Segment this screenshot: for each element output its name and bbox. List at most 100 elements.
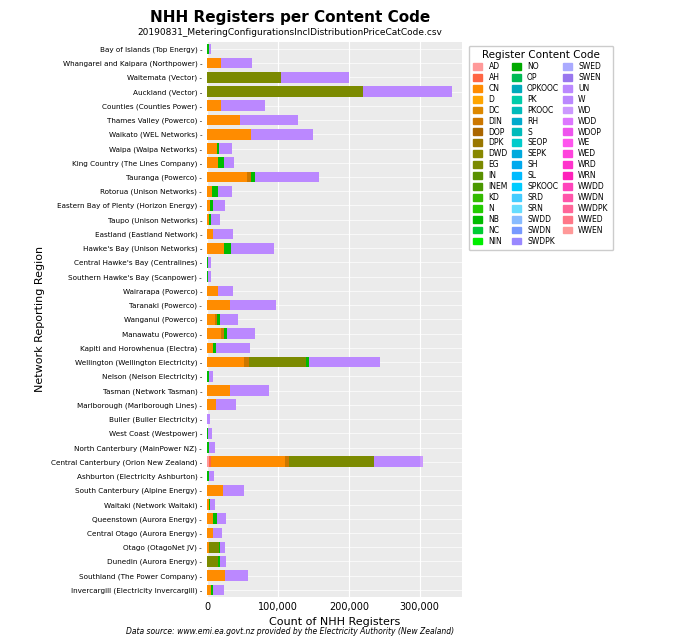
Bar (207, 157, 217, 168)
Bar (207, 357, 244, 367)
Bar (219, 143, 232, 154)
Legend: AD, AH, CN, D, DC, DIN, DOP, DPK, DWD, EG, IN, INEM, KD, N, NB, NC, NIN, NO, OP,: AD, AH, CN, D, DC, DIN, DOP, DPK, DWD, E… (469, 46, 613, 250)
Bar (207, 328, 221, 339)
Bar (218, 186, 232, 196)
Bar (374, 456, 420, 467)
Bar (288, 456, 374, 467)
Text: NHH Registers per Content Code: NHH Registers per Content Code (150, 10, 430, 26)
Bar (223, 485, 244, 496)
Bar (212, 186, 218, 196)
Bar (224, 243, 231, 254)
Bar (207, 171, 248, 182)
Bar (207, 556, 218, 567)
Bar (207, 456, 209, 467)
Bar (207, 570, 226, 581)
Bar (207, 186, 212, 196)
Bar (207, 143, 217, 154)
Bar (251, 171, 255, 182)
Bar (207, 200, 210, 211)
Bar (207, 100, 221, 111)
Bar (230, 300, 276, 311)
Bar (251, 129, 313, 139)
Bar (221, 556, 226, 567)
Bar (216, 399, 236, 410)
Bar (306, 357, 310, 367)
Bar (207, 314, 215, 325)
Text: 20190831_MeteringConfigurationsInclDistributionPriceCatCode.csv: 20190831_MeteringConfigurationsInclDistr… (137, 28, 442, 37)
Bar (420, 456, 422, 467)
Bar (207, 485, 223, 496)
Bar (221, 542, 225, 553)
Bar (207, 371, 209, 382)
Bar (207, 229, 213, 239)
Bar (207, 214, 209, 225)
Bar (226, 570, 248, 581)
Bar (209, 471, 215, 482)
Bar (207, 499, 209, 510)
Bar (224, 157, 235, 168)
Bar (221, 58, 253, 69)
Bar (209, 456, 210, 467)
Bar (209, 371, 213, 382)
Bar (210, 214, 219, 225)
Bar (248, 171, 251, 182)
Bar (207, 343, 213, 353)
Bar (227, 328, 255, 339)
Bar (217, 143, 219, 154)
Bar (249, 357, 306, 367)
Bar (215, 314, 217, 325)
Bar (208, 428, 213, 438)
Bar (207, 129, 251, 139)
Bar (207, 428, 208, 438)
Bar (240, 115, 299, 125)
Bar (210, 456, 285, 467)
Bar (230, 385, 268, 396)
Bar (213, 585, 224, 595)
Bar (207, 585, 210, 595)
Bar (213, 229, 233, 239)
X-axis label: Count of NHH Registers: Count of NHH Registers (269, 618, 400, 627)
Bar (213, 514, 217, 524)
Bar (255, 171, 319, 182)
Bar (207, 115, 240, 125)
Bar (210, 542, 219, 553)
Bar (207, 286, 217, 296)
Bar (209, 442, 215, 453)
Text: Data source: www.emi.ea.govt.nz provided by the Electricity Authority (New Zeala: Data source: www.emi.ea.govt.nz provided… (126, 627, 454, 636)
Bar (244, 357, 249, 367)
Bar (363, 86, 452, 97)
Bar (310, 357, 380, 367)
Bar (207, 442, 209, 453)
Bar (216, 343, 250, 353)
Bar (210, 44, 211, 54)
Bar (210, 200, 213, 211)
Bar (282, 72, 349, 83)
Bar (224, 328, 227, 339)
Bar (219, 314, 238, 325)
Bar (207, 385, 230, 396)
Bar (213, 200, 225, 211)
Bar (207, 86, 363, 97)
Y-axis label: Network Reporting Region: Network Reporting Region (35, 247, 46, 392)
Bar (221, 100, 265, 111)
Bar (217, 314, 219, 325)
Bar (221, 328, 224, 339)
Bar (207, 413, 210, 424)
Bar (207, 58, 221, 69)
Bar (217, 157, 224, 168)
Bar (217, 514, 226, 524)
Bar (207, 471, 209, 482)
Bar (210, 499, 215, 510)
Bar (207, 528, 213, 539)
Bar (208, 272, 211, 282)
Bar (209, 499, 210, 510)
Bar (285, 456, 288, 467)
Bar (218, 556, 221, 567)
Bar (213, 343, 216, 353)
Bar (207, 44, 210, 54)
Bar (219, 542, 221, 553)
Bar (207, 243, 224, 254)
Bar (207, 542, 210, 553)
Bar (207, 72, 282, 83)
Bar (209, 214, 210, 225)
